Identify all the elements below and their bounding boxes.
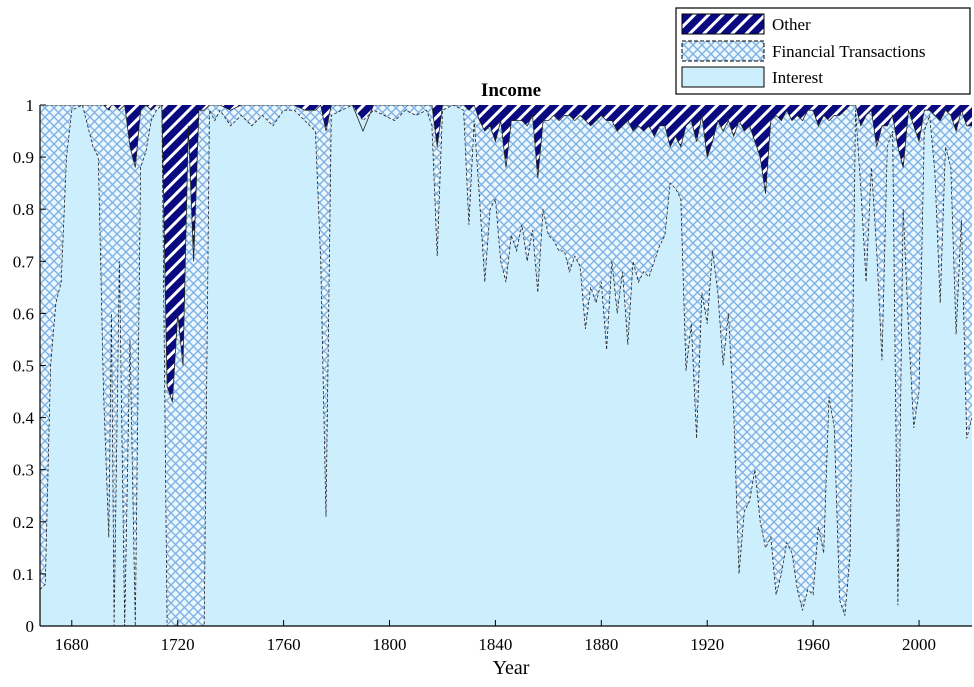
y-tick-label: 0.6 [13, 304, 34, 323]
x-tick-label: 1920 [690, 635, 724, 654]
y-tick-label: 0.8 [13, 200, 34, 219]
y-tick-label: 0.2 [13, 513, 34, 532]
y-tick-label: 0.9 [13, 148, 34, 167]
legend-label-financial: Financial Transactions [772, 42, 925, 61]
x-tick-label: 1680 [55, 635, 89, 654]
boundary-line-interest-financial [40, 105, 972, 626]
legend-label-other: Other [772, 15, 811, 34]
legend-label-interest: Interest [772, 68, 823, 87]
chart-title: Income [481, 80, 541, 101]
x-tick-label: 1960 [796, 635, 830, 654]
boundary-line-financial-other [40, 105, 972, 403]
legend-swatch-interest [681, 66, 765, 88]
y-tick-label: 1 [26, 96, 35, 115]
y-tick-label: 0.3 [13, 461, 34, 480]
x-tick-label: 2000 [902, 635, 936, 654]
y-tick-label: 0.5 [13, 357, 34, 376]
legend-swatch-financial [681, 40, 765, 62]
x-tick-label: 1760 [267, 635, 301, 654]
legend-swatch-other [681, 13, 765, 35]
axes: 0 0.1 0.2 0.3 0.4 0.5 0.6 0.7 0.8 0.9 1 1680 1720 176… [13, 96, 972, 654]
x-tick-label: 1840 [478, 635, 512, 654]
series-area-interest [40, 105, 972, 626]
y-tick-label: 0.4 [13, 409, 35, 428]
legend: Other Financial Transactions Interest [675, 7, 971, 95]
y-tick-label: 0.7 [13, 252, 35, 271]
plot-area [40, 105, 972, 626]
x-axis-label: Year [493, 657, 530, 679]
x-tick-label: 1720 [161, 635, 195, 654]
y-tick-label: 0 [26, 617, 35, 636]
series-area-financial-transactions [40, 105, 972, 626]
y-tick-label: 0.1 [13, 565, 34, 584]
x-tick-label: 1800 [373, 635, 407, 654]
x-tick-label: 1880 [584, 635, 618, 654]
